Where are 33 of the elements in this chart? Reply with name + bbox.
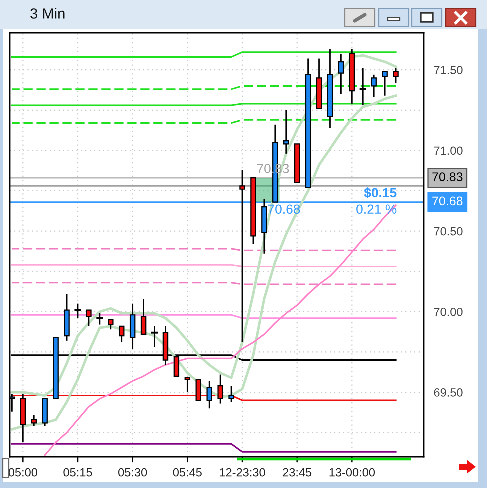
annotation: 70.68: [268, 204, 300, 214]
candlestick: [206, 380, 212, 410]
candlestick: [338, 53, 344, 95]
y-tick-label: 71.00: [434, 146, 463, 156]
ref-line-label: 70.68: [432, 196, 463, 206]
y-tick-label: 71.50: [434, 66, 463, 74]
line-series: [10, 94, 398, 431]
candlestick: [119, 326, 125, 344]
x-tick-label: 05:30: [118, 468, 148, 477]
candlestick: [31, 414, 37, 428]
x-tick-label: 05:15: [64, 468, 92, 477]
candlestick: [393, 68, 399, 84]
candlestick: [130, 303, 136, 350]
candlestick: [184, 377, 191, 394]
candlestick: [228, 385, 234, 403]
y-tick-label: 70.00: [434, 308, 463, 316]
line-series: [44, 204, 397, 456]
y-tick-label: 69.50: [434, 388, 463, 397]
x-tick-label: 13-00:00: [330, 468, 376, 477]
x-tick-label: 05:45: [173, 468, 202, 477]
x-tick-label: 12-23:30: [220, 468, 266, 477]
candlestick: [140, 298, 147, 336]
chart-title: 3 Min: [30, 8, 65, 19]
x-tick-label: 23:45: [283, 468, 312, 477]
ref-line-label: 70.83: [432, 172, 463, 182]
candlestick: [86, 310, 92, 328]
y-tick-label: 70.50: [434, 227, 463, 236]
candlestick: [108, 319, 114, 330]
candlestick: [284, 110, 290, 155]
candlestick: [382, 70, 388, 97]
candlestick: [371, 74, 377, 98]
annotation: $0.15: [364, 188, 397, 198]
x-tick-label: 05:00: [8, 468, 38, 477]
